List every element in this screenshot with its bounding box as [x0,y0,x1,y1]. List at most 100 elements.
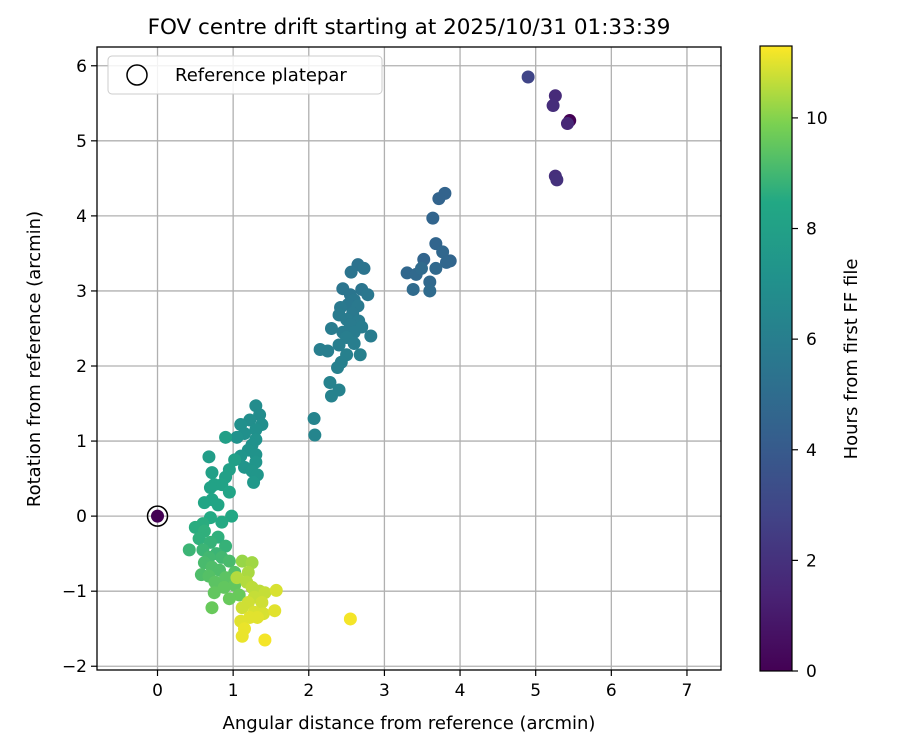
data-point [323,376,337,390]
data-point [357,261,371,275]
data-point [344,265,358,279]
data-point [353,348,367,362]
reference-ring [146,505,169,527]
data-point [426,211,440,225]
data-point [202,450,216,464]
y-tick-label: −1 [62,582,87,602]
data-point [332,338,346,352]
data-point [548,89,562,103]
data-point [269,583,283,597]
colorbar-tick-label: 6 [806,330,817,350]
colorbar-strip [759,45,793,672]
data-point [247,475,261,489]
data-point [222,592,236,606]
legend: Reference platepar [107,55,383,95]
colorbar: 0 2 4 6 8 10 Hours from first FF file [759,45,862,682]
data-point [258,586,272,600]
data-point [361,288,375,302]
data-point [364,329,378,343]
colorbar-tick-label: 2 [806,551,817,571]
colorbar-tick-label: 8 [806,220,817,240]
data-point [268,604,282,618]
data-point [235,629,249,643]
y-tick-label: −2 [62,657,87,677]
data-point [423,284,437,298]
data-point [192,532,206,546]
data-point [560,117,574,131]
colorbar-ticks: 0 2 4 6 8 10 [792,109,828,682]
plot-frame [96,46,722,671]
data-point [211,498,225,512]
data-point [228,453,242,467]
colorbar-tick-label: 0 [806,662,817,682]
x-tick-label: 7 [682,681,693,701]
data-point [207,586,221,600]
data-point [219,539,233,553]
x-tick-label: 2 [303,681,314,701]
y-tick-label: 2 [76,357,87,377]
data-point [182,543,196,557]
data-point [321,344,335,358]
data-point [546,99,560,113]
y-tick-label: 4 [76,207,87,227]
y-tick-label: 5 [76,132,87,152]
data-point [324,321,338,335]
data-point [258,633,272,647]
colorbar-tick-label: 10 [806,109,828,129]
data-point [423,275,437,289]
data-point [343,612,357,626]
x-tick-label: 3 [379,681,390,701]
data-point [225,509,239,523]
data-point [205,466,219,480]
data-point [222,485,236,499]
data-point [436,245,450,259]
legend-label: Reference platepar [175,65,347,86]
legend-box [107,55,383,95]
data-point [439,255,453,269]
chart-title: FOV centre drift starting at 2025/10/31 … [148,15,671,40]
y-axis-label: Rotation from reference (arcmin) [24,211,45,507]
colorbar-tick-label: 4 [806,441,817,461]
grid-lines [97,47,721,670]
data-point [414,261,428,275]
data-point [215,515,229,529]
data-point [197,496,211,510]
colorbar-label: Hours from first FF file [841,259,862,460]
x-tick-label: 1 [228,681,239,701]
data-point [222,554,236,568]
x-tick-label: 0 [152,681,163,701]
data-point [429,261,443,275]
data-point [550,173,564,187]
data-point [230,430,244,444]
data-point [219,571,233,585]
x-tick-label: 6 [606,681,617,701]
data-point [255,595,269,609]
data-point [249,423,263,437]
data-point [253,408,267,422]
x-tick-label: 4 [455,681,466,701]
data-point [331,361,345,375]
x-axis-ticks: 0 1 2 3 4 5 6 7 [152,670,692,701]
reference-point [151,509,165,523]
legend-marker-icon [126,64,148,86]
data-point [406,282,420,296]
data-point [217,580,231,594]
x-axis-label: Angular distance from reference (arcmin) [223,713,596,734]
data-point [324,389,338,403]
data-point [203,481,217,495]
data-points [182,70,577,647]
data-point [245,556,259,570]
data-point [232,588,246,602]
y-tick-label: 0 [76,507,87,527]
data-point [230,571,244,585]
y-axis-ticks: −2 −1 0 1 2 3 4 5 6 [62,57,97,677]
data-point [235,601,249,615]
reference-marker [146,505,169,527]
data-point [308,428,322,442]
y-tick-label: 3 [76,282,87,302]
x-tick-label: 5 [530,681,541,701]
data-point [521,70,535,84]
data-point [235,554,249,568]
data-point [250,610,264,624]
